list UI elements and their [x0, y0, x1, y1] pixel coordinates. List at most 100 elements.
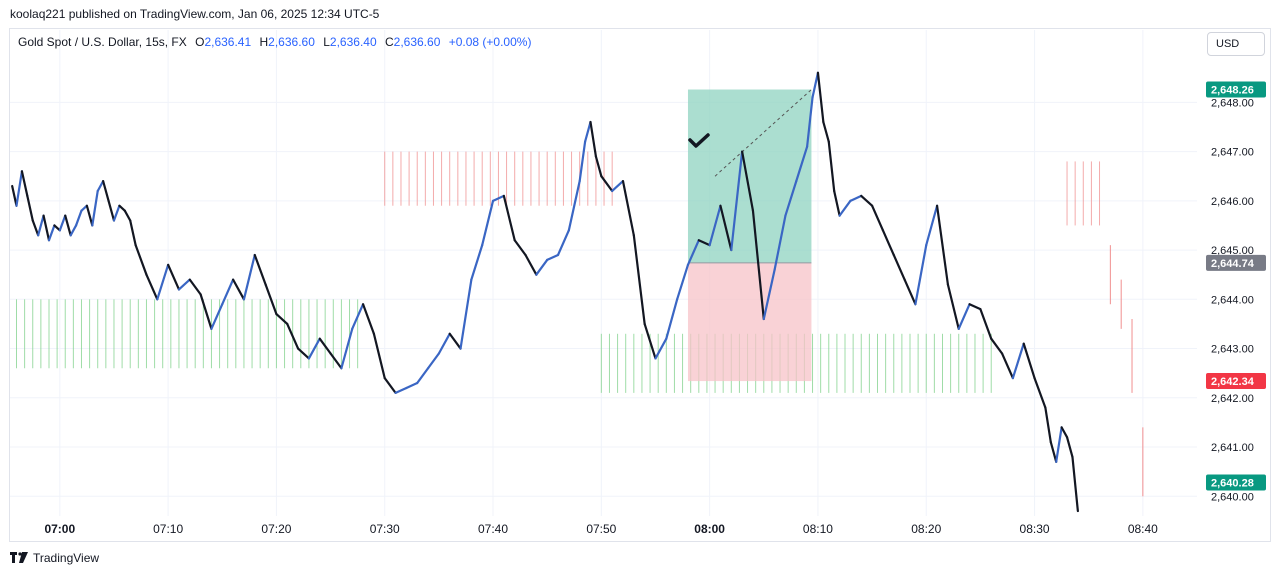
price-segment	[654, 337, 668, 360]
price-segment	[1022, 342, 1036, 380]
price-segment	[361, 303, 375, 335]
price-segment	[394, 386, 408, 394]
price-segment	[892, 253, 906, 281]
time-axis[interactable]: 07:00 07:10 07:20 07:30 07:40 07:50 08:00 08:10…	[44, 522, 1158, 536]
price-segment	[134, 244, 148, 276]
price-segment	[676, 263, 690, 301]
price-segment	[914, 244, 928, 306]
price-segment	[64, 214, 72, 237]
price-segment	[816, 71, 825, 124]
price-segment	[1065, 436, 1074, 459]
price-segment	[221, 278, 235, 306]
price-segment	[167, 263, 181, 291]
price-segment	[1049, 441, 1058, 463]
currency-button[interactable]: USD	[1207, 32, 1265, 56]
chart-grid	[10, 30, 1197, 516]
price-segment	[383, 377, 397, 394]
price-segment	[594, 155, 603, 178]
price-segment	[762, 268, 776, 321]
open-label: O	[195, 35, 205, 49]
symbol-legend: Gold Spot / U.S. Dollar, 15s, FX O 2,636.…	[18, 35, 531, 49]
price-segment	[275, 312, 289, 326]
price-segment	[426, 352, 440, 370]
time-tick-label: 08:10	[803, 522, 833, 536]
price-segment	[53, 224, 61, 232]
price-tick-label: 2,643.00	[1211, 344, 1254, 356]
price-segment	[990, 337, 1004, 355]
price-segment	[833, 189, 841, 217]
price-segment	[42, 214, 51, 242]
price-segment	[69, 224, 78, 237]
price-tick-label: 2,640.00	[1211, 491, 1254, 503]
price-segment	[686, 239, 700, 266]
high-label: H	[259, 35, 269, 49]
price-segment	[719, 204, 733, 252]
price-segment	[199, 293, 213, 330]
price-segment	[784, 180, 798, 217]
price-segment	[1071, 455, 1079, 513]
price-segment	[795, 145, 809, 183]
price-series	[11, 71, 1079, 513]
price-segment	[935, 204, 950, 286]
price-segment	[145, 273, 159, 301]
price-segment	[123, 209, 132, 222]
price-segment	[524, 253, 538, 276]
last-price-tag-bg	[1206, 474, 1266, 491]
profit-zone[interactable]	[687, 89, 812, 263]
price-tick-label: 2,647.00	[1211, 147, 1254, 159]
loss-zone[interactable]	[687, 262, 812, 382]
price-segment	[811, 71, 820, 99]
high-value: 2,636.60	[268, 35, 315, 49]
price-segment	[437, 332, 451, 355]
time-tick-label: 07:00	[44, 522, 75, 536]
price-segment	[210, 303, 224, 330]
price-segment	[827, 140, 836, 193]
price-segment	[600, 175, 614, 193]
price-segment	[58, 214, 67, 232]
price-segment	[870, 204, 885, 232]
price-segment	[903, 278, 917, 306]
price-segment	[708, 204, 722, 247]
price-tick-label: 2,642.00	[1211, 393, 1254, 405]
low-value: 2,636.40	[329, 35, 377, 49]
price-axis[interactable]: 2,640.00 2,641.00 2,642.00 2,643.00 2,644.00…	[1206, 81, 1266, 504]
time-tick-label: 07:20	[261, 522, 291, 536]
price-segment	[242, 253, 256, 301]
price-segment	[11, 184, 18, 207]
long-position-tool[interactable]	[687, 89, 812, 382]
symbol-name: Gold Spot / U.S. Dollar, 15s, FX	[18, 35, 187, 49]
close-value: 2,636.60	[393, 35, 441, 49]
time-tick-label: 08:00	[694, 522, 725, 536]
publisher-line: koolaq221 published on TradingView.com, …	[10, 7, 380, 21]
price-segment	[968, 303, 982, 311]
price-segment	[37, 214, 45, 237]
price-tick-label: 2,648.00	[1211, 97, 1254, 109]
price-segment	[849, 194, 863, 202]
price-segment	[578, 140, 587, 183]
price-segment	[232, 278, 246, 301]
time-tick-label: 07:40	[478, 522, 508, 536]
price-segment	[459, 278, 473, 350]
price-segment	[74, 209, 83, 227]
price-segment	[773, 214, 787, 271]
price-segment	[567, 180, 581, 232]
chart-frame	[9, 28, 1271, 542]
price-segment	[881, 229, 895, 257]
price-segment	[621, 180, 635, 237]
close-label: C	[384, 35, 394, 49]
price-segment	[340, 327, 354, 370]
price-segment	[730, 150, 744, 252]
price-segment	[1000, 352, 1014, 380]
price-segment	[85, 204, 94, 227]
price-segment	[318, 337, 332, 355]
price-segment	[416, 367, 430, 385]
price-segment	[583, 120, 592, 143]
price-segment	[925, 204, 939, 247]
price-segment	[946, 283, 960, 330]
price-segment	[535, 258, 549, 276]
change-value: +0.08 (+0.00%)	[448, 35, 532, 49]
target-price-tag-bg	[1206, 81, 1266, 98]
price-tick-label: 2,641.00	[1211, 442, 1254, 454]
price-segment	[838, 199, 852, 217]
